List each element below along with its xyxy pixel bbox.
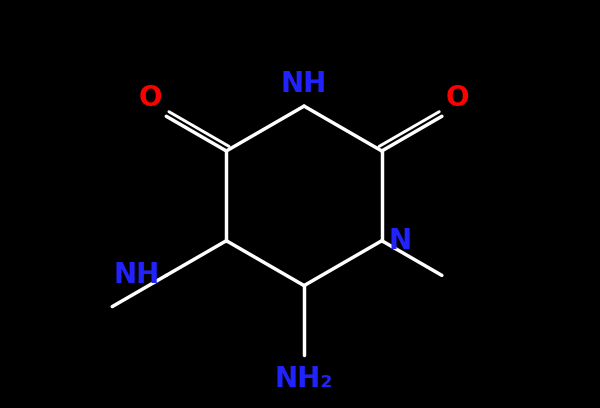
Text: O: O — [446, 84, 469, 112]
Text: NH: NH — [113, 262, 160, 289]
Text: N: N — [388, 227, 412, 255]
Text: NH₂: NH₂ — [275, 365, 333, 393]
Text: NH: NH — [281, 70, 327, 98]
Text: O: O — [139, 84, 162, 112]
